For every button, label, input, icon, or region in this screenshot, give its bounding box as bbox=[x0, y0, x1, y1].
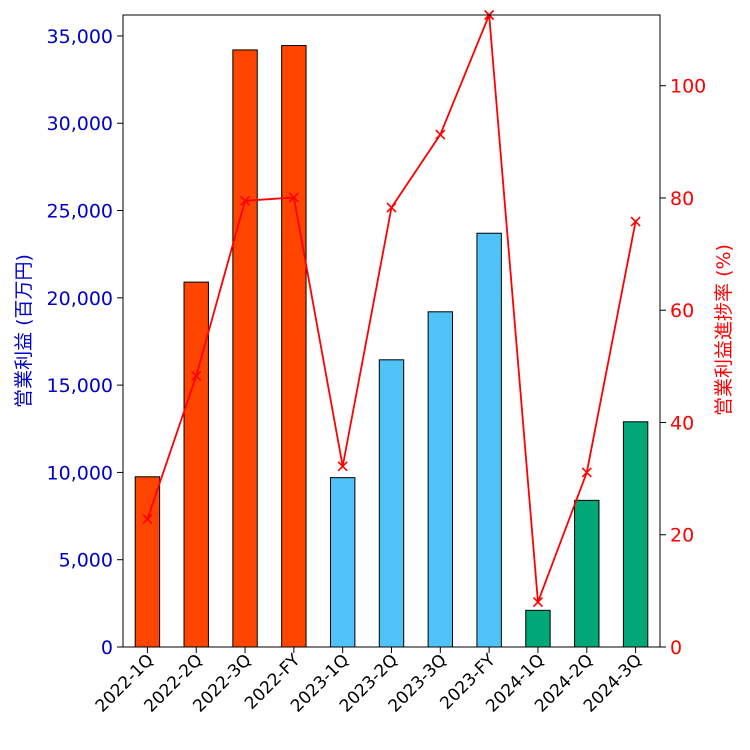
progress-point-2022-2Q bbox=[191, 370, 202, 381]
bar-2023-1Q bbox=[329, 477, 356, 648]
bar-2023-2Q bbox=[378, 359, 405, 648]
bar-2024-2Q bbox=[574, 499, 600, 648]
left-tick-label: 35,000 bbox=[47, 26, 113, 48]
bar-2024-3Q bbox=[622, 421, 649, 648]
right-tick-label: 20 bbox=[670, 525, 694, 547]
bar-group bbox=[134, 45, 649, 648]
progress-point-2023-1Q bbox=[337, 461, 348, 472]
x-axis: 2022-1Q2022-2Q2022-3Q2022-FY2023-1Q2023-… bbox=[92, 647, 646, 717]
bar-2022-2Q bbox=[183, 281, 209, 648]
right-tick-label: 100 bbox=[670, 76, 706, 98]
bar-2024-1Q bbox=[525, 609, 551, 648]
bar-2022-1Q bbox=[134, 476, 161, 648]
left-tick-label: 25,000 bbox=[47, 201, 113, 223]
bar-2022-3Q bbox=[232, 49, 258, 648]
left-tick-label: 15,000 bbox=[47, 375, 113, 397]
progress-line-group bbox=[142, 9, 641, 608]
left-tick-label: 0 bbox=[101, 637, 113, 659]
left-tick-label: 30,000 bbox=[47, 113, 113, 135]
right-tick-label: 0 bbox=[670, 637, 682, 659]
bar-2023-FY bbox=[476, 232, 502, 648]
progress-point-2023-3Q bbox=[435, 129, 446, 140]
progress-point-2024-1Q bbox=[532, 597, 544, 608]
progress-point-2024-2Q bbox=[581, 467, 592, 478]
bar-2022-FY bbox=[281, 45, 307, 648]
right-tick-label: 60 bbox=[670, 300, 694, 322]
left-axis-title: 営業利益 (百万円) bbox=[13, 254, 35, 408]
left-tick-label: 10,000 bbox=[47, 462, 113, 484]
progress-point-2023-2Q bbox=[386, 202, 397, 213]
progress-point-2022-3Q bbox=[239, 195, 251, 206]
right-tick-label: 40 bbox=[670, 412, 694, 434]
bar-2023-3Q bbox=[427, 311, 454, 648]
right-axis: 0 20 40 60 80 100 bbox=[660, 76, 706, 659]
left-tick-label: 20,000 bbox=[47, 288, 113, 310]
progress-point-2024-3Q bbox=[630, 216, 641, 227]
left-tick-label: 5,000 bbox=[59, 550, 113, 572]
right-tick-label: 80 bbox=[670, 188, 694, 210]
progress-point-2022-1Q bbox=[142, 513, 153, 525]
progress-point-2022-FY bbox=[288, 192, 299, 203]
right-axis-title: 営業利益進捗率 (%) bbox=[713, 244, 735, 416]
left-axis: 0 5,000 10,000 15,000 20,000 25,000 30,000 35,0… bbox=[47, 26, 123, 659]
